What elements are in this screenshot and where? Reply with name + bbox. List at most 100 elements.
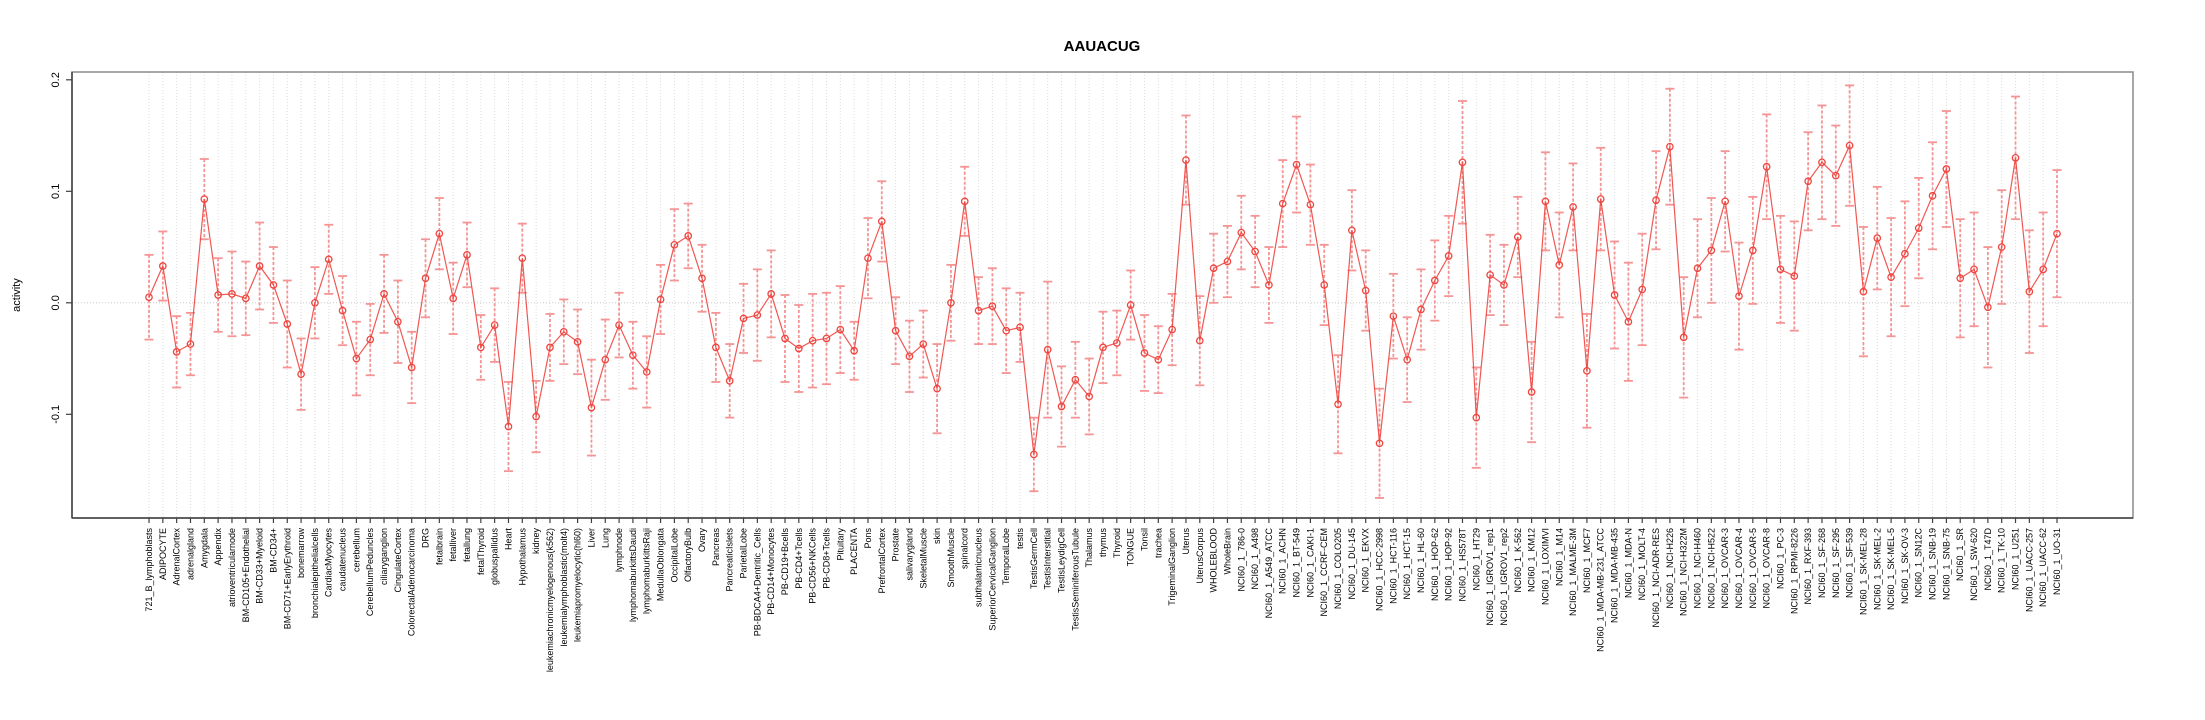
error-bar [1623, 261, 1633, 382]
x-axis-label: bronchialepithelialcells [310, 528, 320, 619]
x-axis-label: NCI60_1_UO-31 [2052, 528, 2062, 595]
x-axis-label: NCI60_1_A549_ATCC [1264, 528, 1274, 619]
data-point [1251, 247, 1259, 256]
data-point [380, 290, 388, 298]
x-axis-label: NCI60_1_OVCAR-8 [1762, 528, 1772, 609]
x-axis-label: NCI60_1_HCC-2998 [1375, 528, 1385, 611]
x-axis-label: WHOLEBLOOD [1209, 528, 1219, 593]
data-point [559, 327, 568, 336]
data-point [1375, 439, 1384, 448]
x-axis-label: NCI60_1_OVCAR-5 [1748, 528, 1758, 609]
x-axis-label: BM-CD105+Endothelial [241, 528, 251, 622]
x-axis-label: Heart [503, 528, 513, 551]
x-axis-label: lymphomaburkittsDaudi [628, 528, 638, 622]
data-point [1707, 246, 1716, 255]
data-point [269, 281, 278, 289]
x-axis-label: MedullaOblongata [656, 528, 666, 601]
error-bar [2052, 169, 2062, 299]
data-point [1278, 199, 1287, 208]
data-point [546, 343, 554, 352]
error-bar [421, 238, 431, 319]
x-axis-label: NCI60_1_NCI-H522 [1706, 528, 1716, 609]
data-point [1002, 326, 1011, 335]
data-point [1541, 197, 1550, 206]
data-point [352, 354, 361, 363]
data-point [1887, 273, 1895, 282]
data-point [2053, 229, 2061, 238]
error-bar [1043, 280, 1053, 419]
data-point [1209, 264, 1218, 273]
x-axis-label: PB-CD19+Bcells [780, 528, 790, 596]
x-axis-label: NCI60_1_SNB-19 [1928, 528, 1938, 600]
data-point [573, 337, 582, 346]
x-axis-label: WholeBrain [1222, 528, 1232, 575]
error-bar [1928, 141, 1938, 251]
data-point [1513, 233, 1522, 241]
data-point [1873, 234, 1882, 242]
x-axis-label: NCI60_1_OVCAR-4 [1734, 528, 1744, 609]
data-point [933, 384, 941, 393]
data-point [228, 290, 236, 298]
x-axis-label: NCI60_1_NCI-H322M [1679, 528, 1689, 616]
x-axis-label: leukemiapromyelocytic(hl60) [573, 528, 583, 642]
x-axis-label: NCI60_1_MCF7 [1582, 528, 1592, 593]
x-axis-label: TestisSeminiferousTubule [1070, 528, 1080, 631]
data-point [1085, 392, 1094, 401]
data-point [1292, 160, 1301, 169]
x-axis-label: Thalamus [1084, 528, 1094, 568]
data-point [753, 311, 762, 319]
data-point [864, 254, 872, 263]
error-bar [1610, 240, 1620, 350]
chart-title: AAUACUG [1064, 38, 1141, 55]
x-axis-label: CingulateCortex [393, 528, 403, 593]
data-point [1112, 339, 1121, 347]
error-bar [1126, 269, 1136, 341]
axis-layer: 721_B_lymphoblasts ADIPOCYTE AdrenalCortex… [50, 72, 2133, 672]
x-axis-label: kidney [531, 528, 541, 555]
data-point [394, 317, 402, 326]
data-point [1555, 261, 1564, 269]
y-axis-tick-label: 0.1 [50, 184, 62, 199]
error-bar [1858, 226, 1868, 358]
x-axis-label: leukemialymphoblastic(molt4) [559, 528, 569, 647]
data-point [1735, 292, 1743, 300]
x-axis-label: NCI60_1_CCRF-CEM [1319, 528, 1329, 617]
error-bar [503, 381, 513, 473]
x-axis-label: UterusCorpus [1195, 528, 1205, 584]
x-axis-label: Liver [586, 528, 596, 548]
x-axis-label: NCI60_1_EKVX [1361, 528, 1371, 593]
data-point [1057, 402, 1066, 411]
data-point [504, 422, 513, 431]
data-point [255, 262, 264, 270]
x-axis-label: NCI60_1_IGROV1_rep2 [1499, 528, 1509, 626]
x-axis-label: NCI60_1_SF-268 [1817, 528, 1827, 598]
error-bar [628, 320, 638, 390]
x-axis-label: ADIPOCYTE [158, 528, 168, 580]
data-point [1430, 276, 1439, 285]
x-axis-label: CardiacMyocytes [324, 528, 334, 598]
data-point [463, 251, 471, 259]
x-axis-label: ParietalLobe [739, 528, 749, 579]
x-axis-label: NCI60_1_HOP-62 [1430, 528, 1440, 601]
data-point [822, 334, 831, 343]
data-point [1237, 228, 1246, 237]
data-point [1624, 317, 1633, 326]
data-point [1818, 158, 1826, 167]
x-axis-label: NCI60_1_DU-145 [1347, 528, 1357, 600]
x-axis-label: fetalliver [448, 528, 458, 562]
x-axis-label: 721_B_lymphoblasts [144, 528, 154, 612]
data-point [297, 370, 305, 379]
data-point [684, 232, 693, 240]
series-line [148, 143, 2058, 455]
x-axis-label: PB-CD4+Tcells [794, 528, 804, 589]
data-point [642, 368, 651, 376]
data-point [1859, 287, 1868, 296]
x-axis-label: NCI60_1_MALME-3M [1568, 528, 1578, 616]
data-point [629, 351, 637, 360]
data-point [476, 343, 485, 352]
data-point [1043, 345, 1052, 354]
data-point [808, 336, 817, 345]
data-point [1458, 158, 1467, 167]
data-point [1984, 303, 1992, 312]
